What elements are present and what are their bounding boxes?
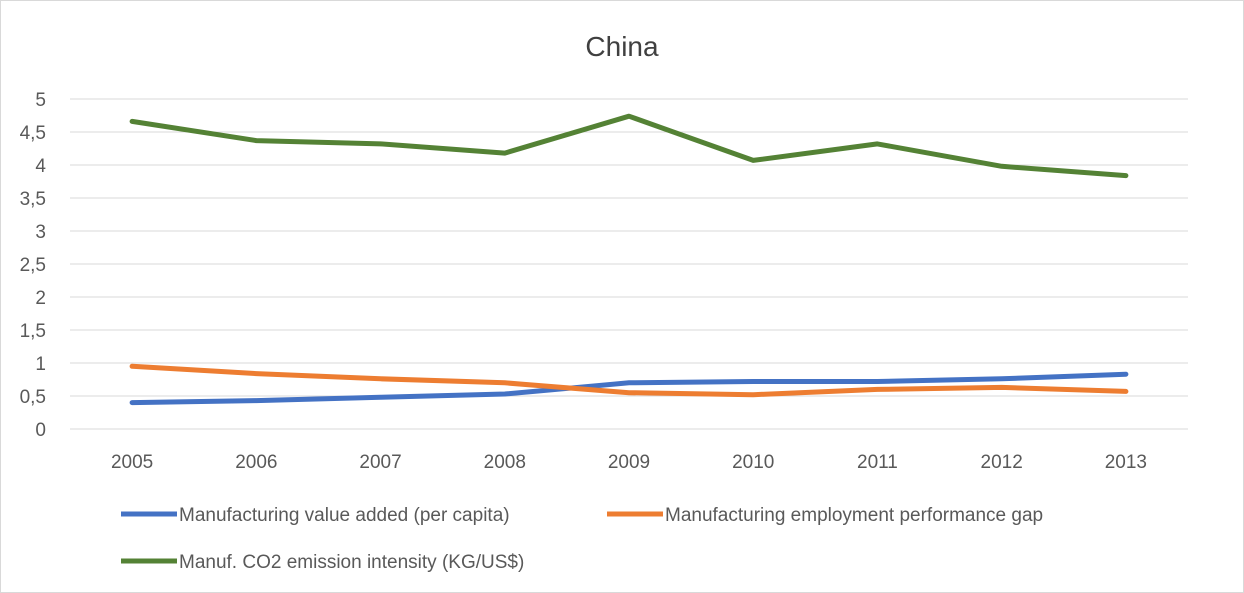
y-tick-label: 3 xyxy=(35,222,46,243)
x-tick-label: 2006 xyxy=(235,452,277,473)
x-tick-label: 2009 xyxy=(608,452,650,473)
y-tick-label: 0,5 xyxy=(20,387,46,408)
series-line-2 xyxy=(129,363,1129,398)
series-line-1 xyxy=(129,371,1129,406)
legend-label-3: Manuf. CO2 emission intensity (KG/US$) xyxy=(179,552,524,573)
y-tick-label: 4,5 xyxy=(20,123,46,144)
grid-lines xyxy=(70,98,1188,430)
x-tick-label: 2005 xyxy=(111,452,153,473)
x-tick-label: 2008 xyxy=(484,452,526,473)
legend-label-1: Manufacturing value added (per capita) xyxy=(179,505,510,526)
y-tick-label: 0 xyxy=(35,420,46,441)
chart-title: China xyxy=(585,31,659,62)
legend: Manufacturing value added (per capita) Ma… xyxy=(121,505,1043,573)
x-axis-ticks: 2005 2006 2007 2008 2009 2010 2011 2012 2013 xyxy=(111,452,1147,473)
y-tick-label: 5 xyxy=(35,90,46,111)
y-tick-label: 2,5 xyxy=(20,255,46,276)
x-tick-label: 2010 xyxy=(732,452,774,473)
series-lines xyxy=(129,113,1129,406)
y-tick-label: 1,5 xyxy=(20,321,46,342)
y-tick-label: 4 xyxy=(35,156,46,177)
y-tick-label: 1 xyxy=(35,354,46,375)
y-tick-label: 2 xyxy=(35,288,46,309)
y-axis-ticks: 0 0,5 1 1,5 2 2,5 3 3,5 4 4,5 5 xyxy=(20,90,47,441)
x-tick-label: 2007 xyxy=(359,452,401,473)
series-line-3 xyxy=(129,113,1129,179)
x-tick-label: 2012 xyxy=(981,452,1023,473)
x-tick-label: 2013 xyxy=(1105,452,1147,473)
y-tick-label: 3,5 xyxy=(20,189,46,210)
legend-label-2: Manufacturing employment performance gap xyxy=(665,505,1043,526)
x-tick-label: 2011 xyxy=(857,452,898,473)
